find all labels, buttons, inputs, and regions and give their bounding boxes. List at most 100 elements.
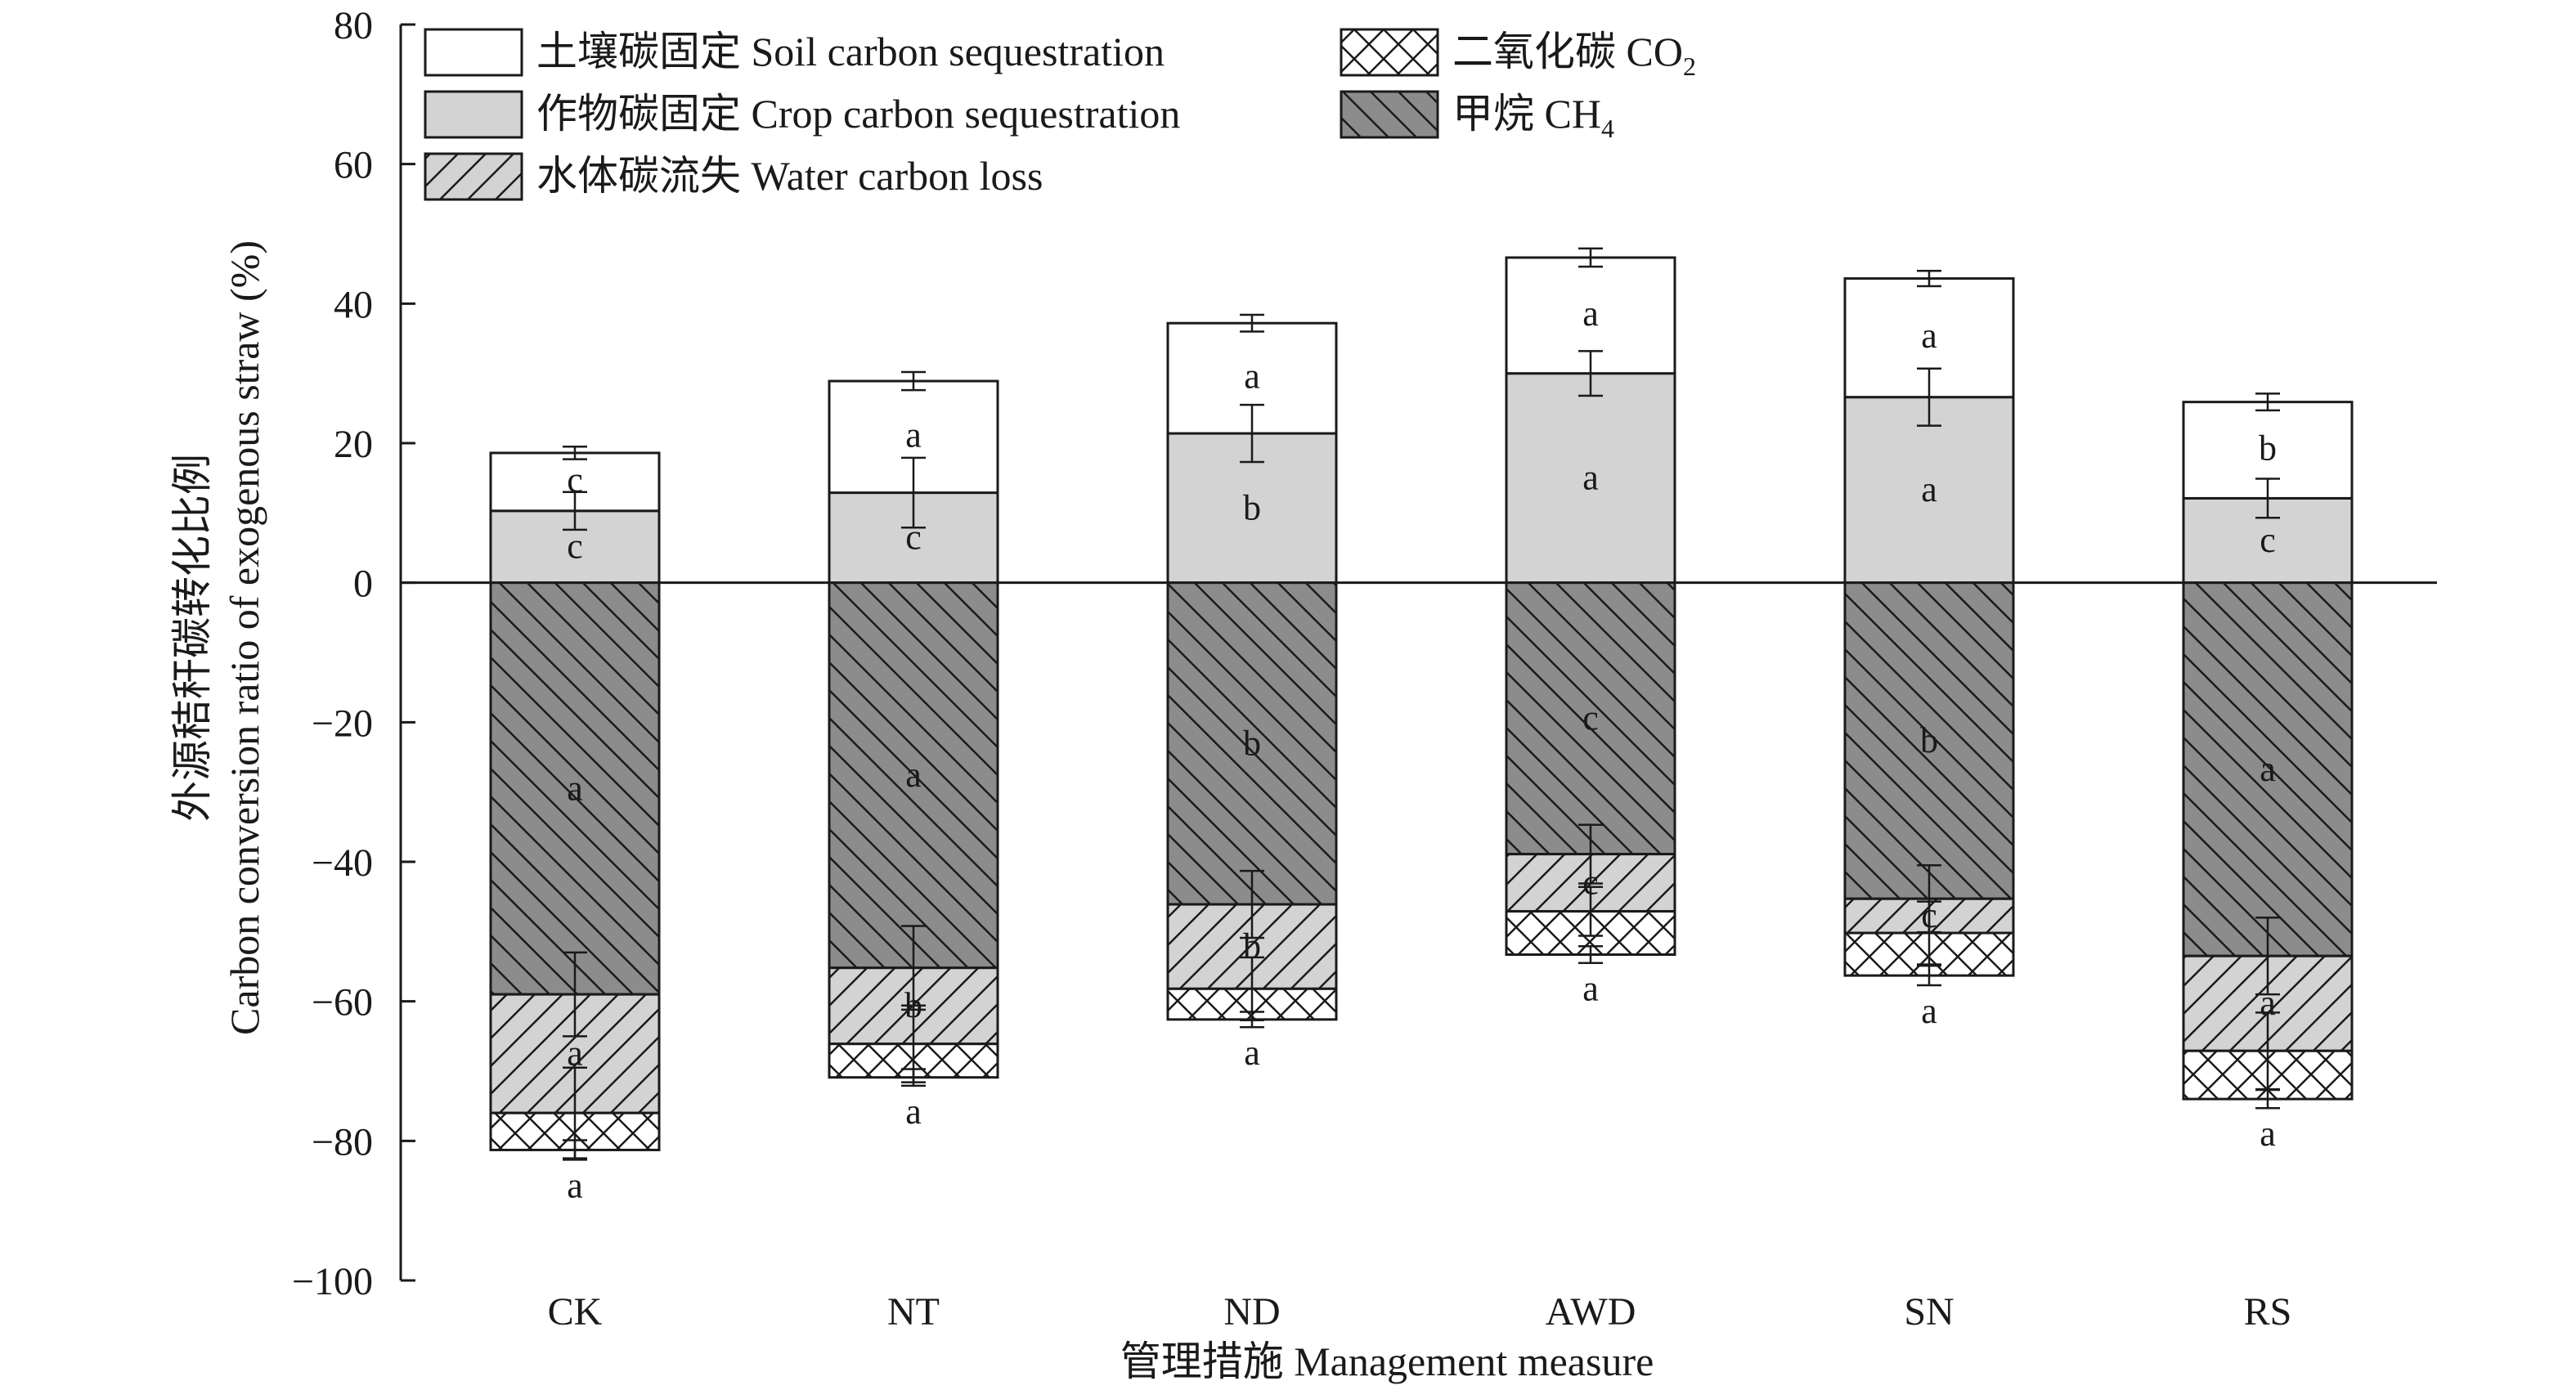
y-tick-label: 40 [334,283,373,326]
error-bar-ch4 [2255,917,2280,996]
bar-segment-ch4 [1843,581,2015,900]
legend-swatch [425,29,522,75]
error-bar-soil [1917,269,1941,288]
bar-hatch [1845,582,2013,899]
bar-hatch [1506,582,1675,854]
error-bar-soil [563,446,587,460]
legend: 土壤碳固定 Soil carbon sequestration 作物碳固定 Cro… [424,28,1696,201]
significance-letter: c [1582,698,1599,738]
legend-label: 水体碳流失 Water carbon loss [536,153,1043,199]
bar-segment-crop [1505,372,1676,585]
x-category-label: RS [2244,1290,2292,1334]
significance-letter: a [2260,749,2276,789]
significance-letter: c [567,460,583,500]
significance-letter: b [2259,428,2277,469]
significance-letter: a [1582,458,1599,498]
significance-letter: a [567,1034,583,1074]
significance-letter: c [905,518,922,558]
significance-letter: a [1921,991,1937,1031]
x-category-label: ND [1223,1290,1280,1334]
legend-item-crop: 作物碳固定 Crop carbon sequestration [424,90,1180,139]
error-bar-crop [2255,478,2280,519]
error-bar-co2 [563,1139,587,1161]
legend-item-ch4: 甲烷 CH4 [1340,90,1614,143]
significance-letter: a [1921,316,1937,356]
error-bar-crop [1240,403,1264,464]
significance-letter: b [1243,926,1261,966]
legend-item-co2: 二氧化碳 CO2 [1340,28,1696,81]
significance-letter: b [1920,720,1938,760]
significance-letter: a [1244,356,1260,397]
bar-segment-ch4 [828,581,999,970]
x-category-label: SN [1904,1290,1954,1334]
bar-fill [1506,373,1675,583]
error-bar-crop [1917,367,1941,427]
significance-letter: a [905,1092,922,1132]
error-bar-ch4 [1240,869,1264,939]
y-axis-title-cn: 外源秸秆碳转化比例 [169,454,215,822]
error-bar-crop [563,491,587,531]
significance-letter: b [1243,487,1261,527]
bar-segment-ch4 [1505,581,1676,856]
error-bar-soil [2255,392,2280,412]
significance-letter: a [1582,294,1599,334]
y-tick-label: −40 [312,841,373,885]
bar-hatch [1168,582,1336,905]
significance-letter: c [1921,895,1937,935]
bar-fill [1845,397,2013,583]
error-bar-soil [901,370,926,392]
bar-segment-ch4 [1166,581,1338,906]
error-bar-co2 [1917,964,1941,987]
bar-hatch [829,582,998,968]
error-bar-crop [901,456,926,529]
significance-letter: b [904,985,922,1025]
error-bar-soil [1578,247,1603,268]
significance-letter: c [2260,520,2276,560]
significance-letter: c [1582,863,1599,903]
legend-label: 土壤碳固定 Soil carbon sequestration [536,29,1165,74]
significance-letter: a [905,415,922,455]
error-bar-ch4 [563,951,587,1038]
y-tick-label: −60 [312,981,373,1025]
x-category-label: NT [887,1290,940,1334]
bar-segment-ch4 [2182,581,2354,957]
error-bar-ch4 [1578,823,1603,885]
bar-hatch [491,582,659,995]
error-bar-co2 [901,1068,926,1087]
legend-swatch [425,92,522,137]
error-bar-crop [1578,350,1603,397]
y-tick-label: 60 [334,144,373,187]
significance-letter: a [567,1165,583,1205]
significance-letter: a [905,755,922,795]
significance-letter: a [1244,1033,1260,1073]
x-category-label: CK [548,1290,603,1334]
y-axis-title-en: Carbon conversion ratio of exogenous str… [222,240,267,1035]
bar-hatch [2183,582,2352,957]
error-bar-water [1578,886,1603,937]
x-category-label: AWD [1546,1290,1636,1334]
legend-label: 甲烷 CH4 [1452,91,1614,143]
error-bar-co2 [1240,1011,1264,1029]
significance-letter: c [567,527,583,567]
y-tick-label: 20 [334,423,373,466]
axes: 80 60 40 20 0 −20 −40 −60 −80 −100 CK NT ND AWD SN RS [292,4,2437,1334]
significance-letter: a [2260,1114,2276,1154]
legend-label: 二氧化碳 CO2 [1452,29,1696,81]
error-bar-water [1917,900,1941,966]
legend-item-water: 水体碳流失 Water carbon loss [424,152,1043,201]
bars [489,256,2354,1151]
y-tick-label: −100 [292,1260,373,1303]
legend-item-soil: 土壤碳固定 Soil carbon sequestration [424,28,1165,77]
y-tick-label: 0 [353,563,373,606]
significance-letter: a [2260,983,2276,1023]
significance-letter: a [1582,969,1599,1009]
x-axis-title: 管理措施 Management measure [1120,1338,1654,1384]
significance-letter: b [1243,723,1261,763]
significance-letter: a [1921,469,1937,509]
legend-label: 作物碳固定 Crop carbon sequestration [536,91,1180,137]
significance-letter: a [567,768,583,808]
error-bar-soil [1240,313,1264,333]
y-tick-label: −80 [312,1120,373,1164]
